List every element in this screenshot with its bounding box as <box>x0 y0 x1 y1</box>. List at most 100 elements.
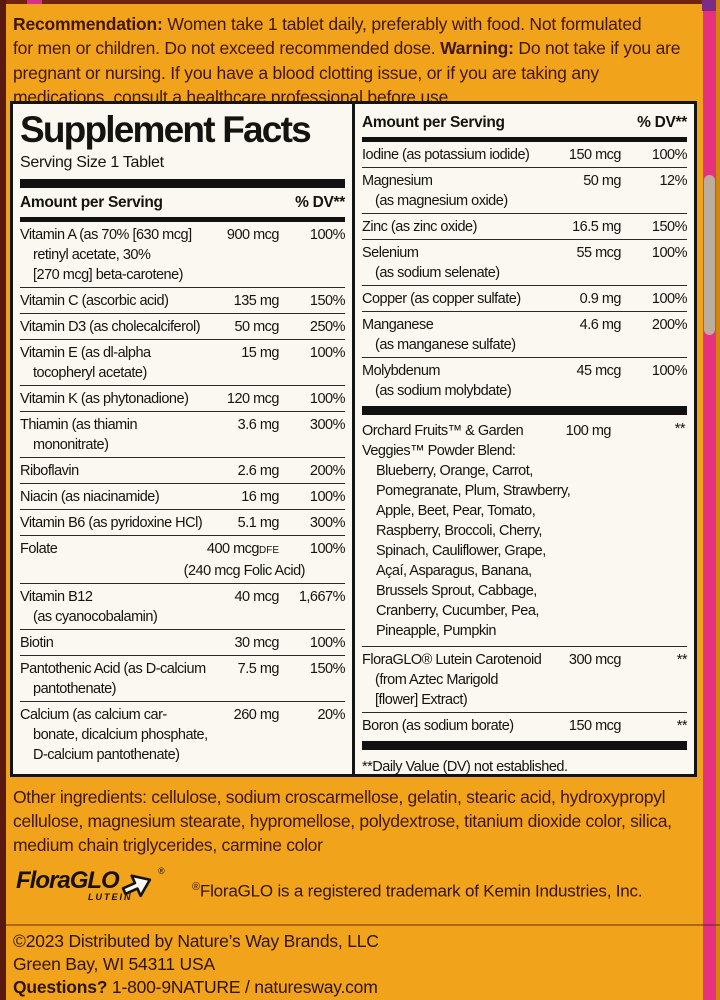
blend-dv: ** <box>674 421 686 437</box>
nutrient-line: Riboflavin 2.6 mg 200% <box>20 461 346 481</box>
table-row: Riboflavin 2.6 mg 200% <box>20 458 346 484</box>
nutrient-dv: 100% <box>651 146 688 163</box>
floraglo-trademark-text: ®FloraGLO is a registered trademark of K… <box>192 881 643 902</box>
nutrient-line: Niacin (as niacinamide) 16 mg 100% <box>20 487 346 507</box>
package-right-outer-edge <box>716 0 720 1000</box>
amount-value: 5.1 mg <box>237 514 280 531</box>
nutrient-line: Vitamin D3 (as cholecalciferol) 50 mcg 2… <box>20 317 346 337</box>
floraglo-block: FloraGLO LUTEIN ® ®FloraGLO is a registe… <box>16 866 643 916</box>
package-top-left-pink-sliver <box>27 0 42 4</box>
daily-value-footnote: **Daily Value (DV) not established. <box>362 759 568 775</box>
distributor-footer: ©2023 Distributed by Nature’s Way Brands… <box>13 930 379 998</box>
nutrient-dv: 150% <box>309 292 346 309</box>
nutrient-amount: 3.6 mg <box>217 415 280 435</box>
nutrient-amount: 7.5 mg <box>217 659 280 679</box>
amount-value: 50 mcg <box>234 318 279 335</box>
nutrient-line: Magnesium (as magnesium oxide) 50 mg 12% <box>362 171 688 211</box>
table-row: Boron (as sodium borate) 150 mcg ** <box>362 713 688 738</box>
nutrient-name: Selenium (as sodium selenate) <box>362 244 500 281</box>
nutrient-amount: 2.6 mg <box>217 461 280 481</box>
section-divider <box>362 741 687 750</box>
amount-value: 135 mg <box>233 292 280 309</box>
nutrient-dv: 150% <box>309 660 346 677</box>
nutrient-dv: 100% <box>309 344 346 361</box>
divider-bar <box>20 217 345 222</box>
botanical-rows: FloraGLO® Lutein Carotenoid (from Aztec … <box>362 647 688 738</box>
nutrient-name: Copper (as copper sulfate) <box>362 290 521 307</box>
amount-value: 16 mg <box>241 488 279 505</box>
nutrient-amount: 0.9 mg <box>559 289 622 309</box>
nutrient-dv: ** <box>676 651 688 668</box>
nutrient-line: Zinc (as zinc oxide) 16.5 mg 150% <box>362 217 688 237</box>
fruit-veggie-blend-row: Orchard Fruits™ & Garden Veggies™ Powder… <box>362 417 687 647</box>
package-left-edge <box>0 0 6 1000</box>
supplement-facts-panel: Supplement Facts Serving Size 1 Tablet A… <box>10 101 697 777</box>
floraglo-arrow-icon <box>121 874 152 898</box>
table-row: Calcium (as calcium car- bonate, dicalci… <box>20 702 346 767</box>
nutrient-amount: 400 mcgDFE <box>207 539 279 561</box>
nutrient-name: Niacin (as niacinamide) <box>20 488 160 505</box>
table-row: Vitamin E (as dl-alpha tocopheryl acetat… <box>20 340 346 386</box>
nutrient-line: Pantothenic Acid (as D-calcium pantothen… <box>20 659 346 699</box>
contact-info: 1-800-9NATURE / naturesway.com <box>107 976 378 997</box>
amount-unit-suffix: DFE <box>259 544 279 556</box>
amount-value: 150 mcg <box>568 146 622 163</box>
footer-separator <box>0 924 720 926</box>
nutrient-line: Vitamin A (as 70% [630 mcg] retinyl acet… <box>20 225 346 285</box>
floraglo-glo-text: GLO <box>69 867 120 894</box>
trademark-statement: FloraGLO is a registered trademark of Ke… <box>199 881 643 901</box>
supplement-facts-title: Supplement Facts <box>20 109 312 150</box>
nutrient-name: Vitamin A (as 70% [630 mcg] retinyl acet… <box>20 226 192 283</box>
package-top-edge <box>0 0 720 4</box>
facts-left-column: Supplement Facts Serving Size 1 Tablet A… <box>13 104 355 774</box>
nutrient-amount: 45 mcg <box>559 361 621 381</box>
amount-value: 40 mcg <box>234 588 279 605</box>
table-row: FloraGLO® Lutein Carotenoid (from Aztec … <box>362 647 688 713</box>
dv-header: % DV** <box>295 194 345 211</box>
table-row: Thiamin (as thiamin mononitrate) 3.6 mg … <box>20 412 346 458</box>
divider-bar <box>362 406 687 415</box>
floraglo-flora-text: Flora <box>16 867 71 894</box>
amount-value: 50 mg <box>583 172 621 189</box>
nutrient-amount: 260 mg <box>217 705 280 725</box>
nutrient-name: Vitamin D3 (as cholecalciferol) <box>20 318 201 335</box>
nutrient-name: Thiamin (as thiamin mononitrate) <box>20 416 138 453</box>
table-row: Copper (as copper sulfate) 0.9 mg 100% <box>362 286 688 312</box>
amount-value: 400 mcg <box>206 540 260 557</box>
amount-value: 55 mcg <box>576 244 621 261</box>
amount-value: 260 mg <box>233 706 280 723</box>
table-row: Vitamin K (as phytonadione) 120 mcg 100% <box>20 386 346 412</box>
nutrient-subnote: (240 mcg Folic Acid) <box>183 562 306 579</box>
serving-size: Serving Size 1 Tablet <box>20 154 164 171</box>
divider-bar <box>362 137 687 142</box>
section-divider <box>362 406 687 415</box>
table-row: Vitamin A (as 70% [630 mcg] retinyl acet… <box>20 222 346 288</box>
amount-value: 3.6 mg <box>237 416 280 433</box>
amount-value: 15 mg <box>241 344 279 361</box>
amount-value: 0.9 mg <box>579 290 622 307</box>
nutrient-dv: 12% <box>659 172 687 189</box>
nutrient-dv: 200% <box>651 316 688 333</box>
warning-label: Warning: <box>440 38 514 59</box>
table-row: Niacin (as niacinamide) 16 mg 100% <box>20 484 346 510</box>
nutrient-line: Thiamin (as thiamin mononitrate) 3.6 mg … <box>20 415 346 455</box>
amount-value: 45 mcg <box>576 362 621 379</box>
amount-value: 150 mcg <box>568 717 622 734</box>
nutrient-name: Vitamin E (as dl-alpha tocopheryl acetat… <box>20 344 151 381</box>
table-row: Manganese (as manganese sulfate) 4.6 mg … <box>362 312 688 358</box>
divider-bar <box>362 741 687 750</box>
nutrient-amount: 50 mg <box>559 171 621 191</box>
amount-value: 2.6 mg <box>237 462 280 479</box>
nutrient-name: Zinc (as zinc oxide) <box>362 218 477 235</box>
nutrient-amount: 135 mg <box>217 291 280 311</box>
table-row: Molybdenum (as sodium molybdate) 45 mcg … <box>362 358 688 403</box>
questions-line: Questions? 1-800-9NATURE / naturesway.co… <box>13 976 379 999</box>
nutrient-line: Vitamin B6 (as pyridoxine HCl) 5.1 mg 30… <box>20 513 346 533</box>
nutrient-line: Copper (as copper sulfate) 0.9 mg 100% <box>362 289 688 309</box>
recommendation-label: Recommendation: <box>13 14 163 34</box>
nutrient-dv: 100% <box>309 540 346 557</box>
amount-value: 7.5 mg <box>237 660 280 677</box>
left-column-header: Amount per Serving % DV** <box>20 188 345 217</box>
nutrient-amount: 30 mcg <box>217 633 279 653</box>
